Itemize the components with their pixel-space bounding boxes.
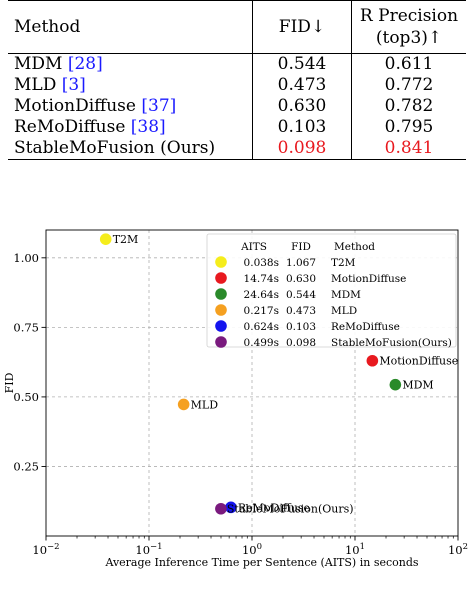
row-fid: 0.473 [252,75,352,96]
results-table: Method FID↓ R Precision (top3)↑ MDM [28]… [8,0,466,160]
row-method: ReMoDiffuse [14,117,126,137]
results-table-container: Method FID↓ R Precision (top3)↑ MDM [28]… [8,0,466,160]
point-label: StableMoFusion(Ours) [227,503,354,516]
legend-marker [215,256,227,268]
legend-marker [215,320,227,332]
legend-method-name: ReMoDiffuse [331,321,400,333]
legend-aits-value: 24.64s [244,289,279,301]
table-row: MLD [3] 0.473 0.772 [8,75,466,96]
x-axis-label: Average Inference Time per Sentence (AIT… [104,556,418,569]
data-point [215,502,227,515]
x-tick-label: 100 [242,542,262,557]
y-tick-label: 0.50 [13,390,39,404]
legend-header-method: Method [334,241,375,253]
header-method: Method [14,17,81,37]
header-r-precision-line2: (top3)↑ [375,28,443,48]
legend-aits-value: 0.499s [244,337,279,349]
legend-header-aits: AITS [240,241,267,253]
point-label: T2M [113,233,139,246]
point-label: MDM [402,379,433,392]
x-tick-label: 10−1 [135,542,162,557]
row-method: MDM [14,54,63,74]
legend: AITS FID Method 0.038s 1.067 T2M 14.74s 0.630 Mo… [206,233,457,349]
point-label: MLD [191,398,219,411]
row-fid: 0.103 [252,117,352,138]
y-tick-label: 0.25 [13,459,39,473]
row-method: MotionDiffuse [14,96,136,116]
row-method: StableMoFusion (Ours) [14,138,216,158]
legend-fid-value: 1.067 [286,257,316,269]
legend-fid-value: 0.098 [286,337,316,349]
row-fid: 0.098 [252,138,352,160]
row-citation: [3] [61,75,86,95]
legend-method-name: MDM [331,289,361,301]
table-row: MDM [28] 0.544 0.611 [8,53,466,75]
point-label: ReMoDiffuse [238,501,310,514]
aits-vs-fid-scatter-chart: 10−2 10−1 100 101 102 0.25 0.50 0.75 1.00 Average… [3,229,468,569]
y-tick-label: 0.75 [13,320,39,334]
data-point [177,398,190,411]
row-citation: [38] [130,117,166,137]
table-row: ReMoDiffuse [38] 0.103 0.795 [8,117,466,138]
legend-method-name: StableMoFusion(Ours) [331,337,452,349]
row-fid: 0.630 [252,96,352,117]
table-row: StableMoFusion (Ours) 0.098 0.841 [8,138,466,160]
x-tick-label: 101 [345,542,365,557]
table-row: MotionDiffuse [37] 0.630 0.782 [8,96,466,117]
plot-frame [45,229,459,537]
row-fid: 0.544 [252,53,352,75]
row-r-precision: 0.795 [351,117,466,138]
point-label: MotionDiffuse [379,355,458,368]
y-tick-label: 1.00 [13,251,39,265]
x-tick-label: 10−2 [32,542,59,557]
legend-fid-value: 0.103 [286,321,316,333]
legend-fid-value: 0.630 [286,273,316,285]
legend-marker [215,288,227,300]
legend-aits-value: 0.038s [244,257,279,269]
x-tick-label: 102 [448,542,468,557]
header-r-precision: R Precision (top3)↑ [351,0,466,54]
data-point [389,378,402,391]
row-r-precision: 0.841 [351,138,466,160]
header-r-precision-line1: R Precision [359,6,459,26]
table-header-row: Method FID↓ R Precision (top3)↑ [8,0,466,54]
legend-fid-value: 0.544 [286,289,316,301]
data-point [99,233,112,245]
data-point [366,354,379,367]
legend-method-name: MotionDiffuse [331,273,406,285]
row-citation: [28] [67,54,103,74]
legend-fid-value: 0.473 [286,305,316,317]
y-axis-label: FID [3,372,16,393]
legend-marker [215,272,227,284]
legend-method-name: MLD [331,305,357,317]
legend-header-fid: FID [291,241,311,253]
header-fid: FID↓ [252,0,352,54]
legend-aits-value: 0.217s [244,305,279,317]
data-point [225,501,237,514]
legend-aits-value: 0.624s [244,321,279,333]
legend-marker [215,304,227,316]
row-citation: [37] [141,96,177,116]
row-r-precision: 0.611 [351,53,466,75]
row-r-precision: 0.772 [351,75,466,96]
row-r-precision: 0.782 [351,96,466,117]
row-method: MLD [14,75,57,95]
legend-aits-value: 14.74s [244,273,279,285]
legend-box [206,233,457,348]
legend-marker [215,336,227,348]
legend-method-name: T2M [331,257,356,269]
